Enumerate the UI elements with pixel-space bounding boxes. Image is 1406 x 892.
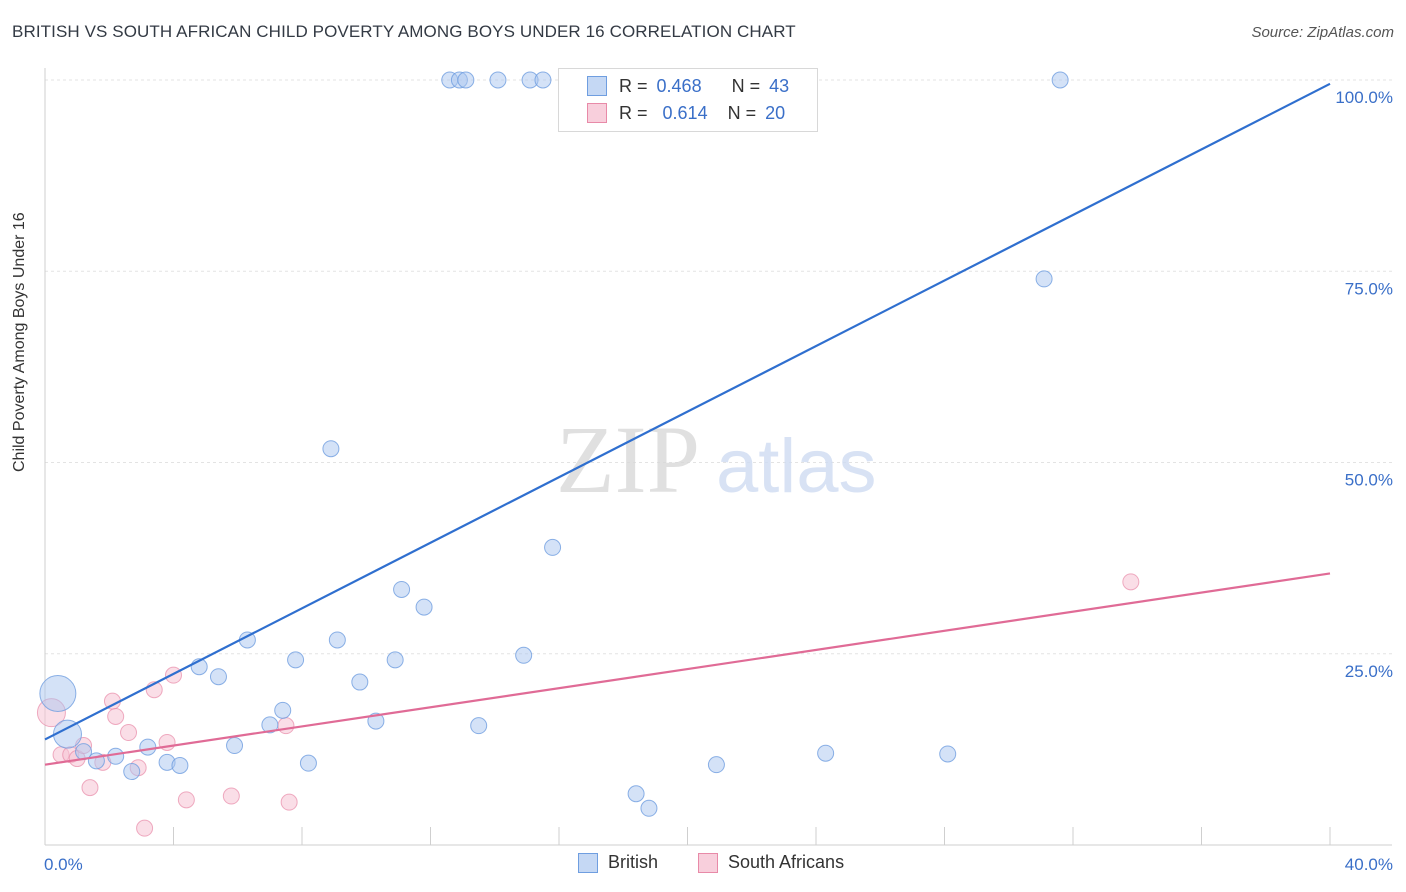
south-african-r-value: 0.614: [662, 102, 708, 123]
y-tick-label-1: 50.0%: [1345, 471, 1393, 490]
british-point-31: [534, 71, 552, 89]
british-point-27: [470, 717, 488, 735]
british-swatch: [587, 76, 607, 96]
x-tick-label-1: 40.0%: [1345, 855, 1393, 874]
british-point-23: [415, 598, 433, 616]
british-point-42: [1035, 270, 1053, 288]
british-point-32: [544, 538, 562, 556]
british-stats: R = 0.468 N = 43: [619, 73, 789, 99]
british-n-value: 43: [769, 75, 790, 96]
south-african-point-19: [1122, 573, 1140, 591]
south-african-stats: R = 0.614 N = 20: [619, 100, 785, 126]
british-point-0: [39, 675, 77, 713]
legend-south-african-swatch: [698, 852, 718, 873]
south-african-swatch: [587, 103, 607, 123]
south-african-point-18: [280, 793, 298, 811]
british-point-37: [627, 785, 645, 803]
british-r-label: R =: [619, 75, 648, 96]
british-point-39: [707, 756, 725, 774]
south-african-point-5: [81, 779, 99, 797]
south-african-point-14: [165, 666, 182, 684]
legend-item-british[interactable]: British: [578, 852, 658, 873]
south-african-point-17: [277, 717, 295, 735]
trend-lines: [44, 82, 1331, 766]
british-point-4: [107, 747, 125, 765]
south-african-r-label: R =: [619, 102, 648, 123]
british-point-28: [489, 71, 507, 89]
british-point-29: [515, 646, 533, 664]
british-point-14: [274, 701, 292, 719]
watermark-zip: ZIP: [556, 406, 700, 513]
south-african-n-label: N =: [727, 102, 757, 123]
watermark-atlas: atlas: [716, 424, 877, 509]
british-point-6: [139, 738, 157, 756]
british-point-15: [287, 651, 305, 669]
british-points: [39, 71, 1069, 817]
british-point-41: [939, 745, 957, 763]
british-point-5: [123, 763, 141, 781]
legend-british-label: British: [608, 852, 659, 872]
british-point-26: [457, 71, 475, 89]
bottom-legend: British South Africans: [0, 852, 1406, 878]
british-point-18: [328, 631, 346, 649]
british-point-10: [209, 668, 227, 686]
british-point-22: [393, 580, 411, 598]
y-tick-label-3: 100.0%: [1335, 88, 1393, 107]
chart-title: BRITISH VS SOUTH AFRICAN CHILD POVERTY A…: [12, 22, 796, 41]
british-point-13: [261, 716, 279, 734]
south-african-n-value: 20: [765, 102, 786, 123]
british-point-19: [351, 673, 369, 691]
south-african-point-8: [107, 707, 125, 725]
y-axis-label: Child Poverty Among Boys Under 16: [11, 212, 28, 472]
source-label: Source: ZipAtlas.com: [1251, 24, 1394, 41]
british-r-value: 0.468: [656, 75, 702, 96]
stats-legend: R = 0.468 N = 43 R = 0.614 N = 20: [558, 68, 818, 132]
british-trend-line: [44, 82, 1331, 741]
british-point-8: [171, 756, 189, 774]
south-african-point-11: [136, 819, 154, 837]
british-point-38: [640, 799, 658, 817]
south-african-point-16: [222, 787, 240, 805]
british-point-43: [1051, 71, 1069, 89]
x-tick-label-0: 0.0%: [44, 855, 83, 874]
british-point-16: [299, 754, 317, 772]
british-n-label: N =: [731, 75, 761, 96]
y-tick-label-2: 75.0%: [1345, 279, 1393, 298]
british-point-17: [322, 440, 340, 458]
legend-south-african-label: South Africans: [728, 852, 845, 872]
tick-labels: 25.0% 50.0% 75.0% 100.0% 0.0% 40.0%: [44, 88, 1393, 874]
y-tick-label-0: 25.0%: [1345, 662, 1393, 681]
south-african-points: [36, 573, 1140, 837]
british-point-40: [817, 744, 835, 762]
south-african-trend-line: [44, 572, 1331, 766]
south-african-point-15: [177, 791, 195, 809]
legend-item-south-african[interactable]: South Africans: [698, 852, 844, 873]
legend-british-swatch: [578, 852, 598, 873]
south-african-point-9: [120, 724, 138, 742]
british-point-11: [226, 737, 244, 755]
grid-lines: [45, 79, 1392, 655]
british-point-21: [386, 651, 404, 669]
